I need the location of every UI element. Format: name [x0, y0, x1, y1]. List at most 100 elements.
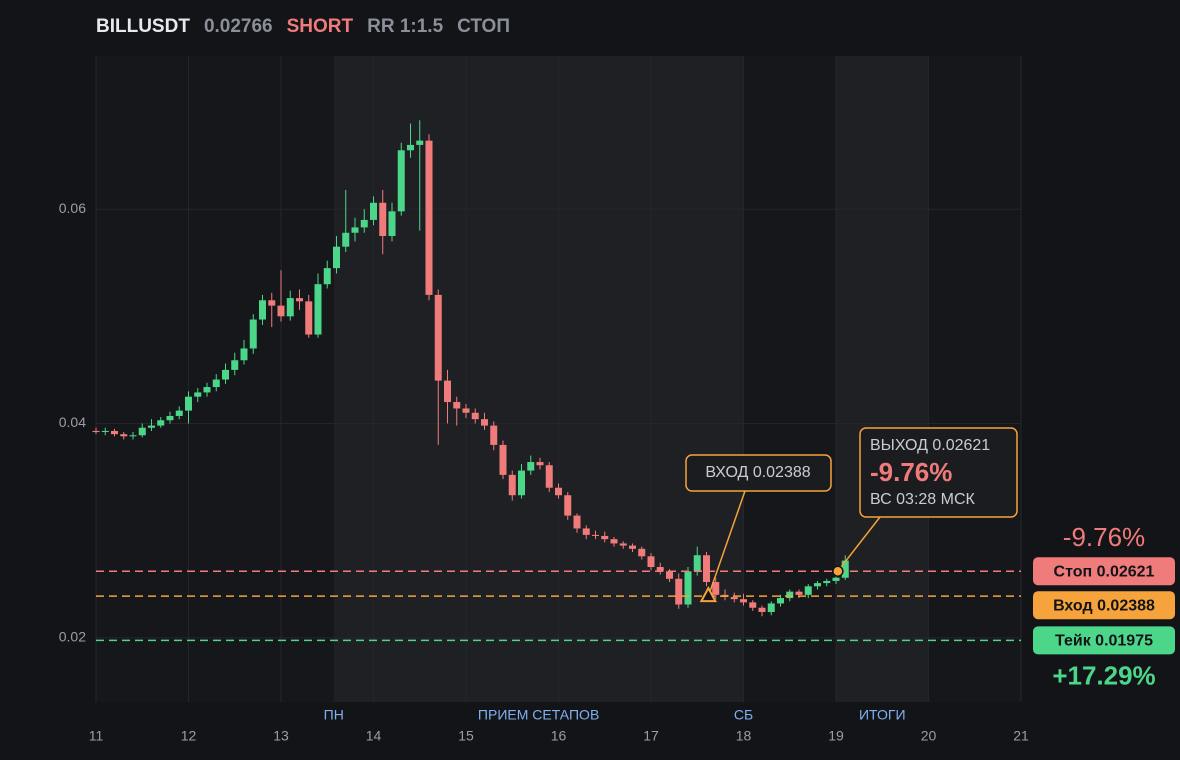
candle-body [582, 528, 590, 535]
candle-body [573, 515, 581, 529]
candle-body [804, 586, 812, 595]
candle-body [545, 465, 553, 488]
candle-body [416, 140, 424, 145]
x-tick-label: 12 [181, 728, 197, 744]
candle-body [111, 430, 118, 435]
candle-body [675, 578, 683, 605]
candle-body [101, 430, 109, 433]
x-tick-label: 15 [458, 728, 474, 744]
candle-body [536, 462, 544, 466]
candle-body [305, 301, 313, 335]
exit-callout-label: ВЫХОД 0.02621 [870, 437, 990, 454]
candle-body [619, 543, 627, 546]
exit-result: -9.76% [870, 457, 952, 487]
session-band [836, 56, 929, 702]
candle-body [777, 598, 784, 604]
level-badge-label: Тейк 0.01975 [1055, 633, 1153, 650]
session-label: ПН [324, 707, 344, 723]
candle-body [212, 379, 220, 388]
candle-body [434, 294, 442, 381]
symbol: BILLUSDT [96, 16, 190, 37]
x-tick-label: 14 [366, 728, 382, 744]
candle-body [508, 474, 516, 496]
exit-callout [859, 427, 1018, 518]
candle-body [666, 571, 673, 579]
x-tick-label: 18 [736, 728, 752, 744]
candle-body [453, 402, 461, 409]
exit-time: ВС 03:28 МСК [870, 491, 976, 508]
candle-body [194, 392, 202, 397]
level-badge-label: Вход 0.02388 [1053, 597, 1155, 614]
candle-body [749, 602, 757, 608]
entry-callout-label: ВХОД 0.02388 [705, 464, 810, 481]
candle-body [129, 435, 137, 437]
candle-body [286, 298, 294, 317]
x-tick-label: 21 [1013, 728, 1029, 744]
risk-reward: RR 1:1.5 [367, 16, 444, 37]
candle-body [740, 599, 747, 603]
candle-body [397, 150, 405, 212]
entry-callout [685, 454, 832, 492]
level-badge [1033, 557, 1175, 586]
candle-body [832, 577, 840, 581]
candle-body [481, 419, 488, 426]
session-band [333, 56, 744, 702]
candle-body [148, 425, 155, 428]
candle-body [730, 597, 738, 600]
candle-body [175, 410, 183, 416]
candle-body [656, 567, 664, 572]
candle-body [203, 387, 211, 393]
session-label: ПРИЕМ СЕТАПОВ [478, 707, 599, 723]
candle-body [249, 319, 257, 349]
candle-body [499, 444, 507, 475]
candle-body [277, 305, 285, 317]
candle-body [370, 202, 377, 220]
candle-body [629, 545, 636, 549]
candle-body [555, 487, 562, 496]
header: BILLUSDT 0.02766 SHORT RR 1:1.5 СТОП [96, 16, 510, 38]
candle-body [222, 369, 229, 380]
candle-body [703, 555, 710, 583]
candle-body [527, 462, 535, 471]
candle-body [92, 430, 100, 433]
candle-body [786, 591, 794, 599]
candle-body [610, 539, 618, 544]
candle-body [240, 348, 248, 361]
status: СТОП [457, 16, 510, 37]
x-tick-label: 13 [273, 728, 289, 744]
y-tick-label: 0.04 [59, 414, 86, 430]
entry-marker [699, 586, 718, 603]
candle-body [823, 580, 831, 584]
candle-body [814, 583, 821, 587]
callout-line [837, 516, 881, 572]
candle-body [518, 470, 525, 496]
candle-body [601, 535, 609, 540]
candle-body [157, 420, 165, 426]
candle-body [462, 408, 470, 413]
candle-body [684, 571, 692, 605]
candle-body [314, 284, 322, 335]
candle-body [693, 555, 701, 572]
candle-body [471, 412, 479, 420]
x-tick-label: 19 [828, 728, 844, 744]
candle-body [407, 144, 414, 151]
candle-body [268, 300, 276, 306]
candle-body [388, 211, 396, 236]
candle-body [767, 603, 775, 613]
candle-body [712, 582, 720, 595]
x-tick-label: 20 [921, 728, 937, 744]
candle-body [185, 396, 192, 411]
candle-body [758, 607, 766, 613]
stop-result: -9.76% [1063, 522, 1145, 552]
candle-body [425, 140, 433, 295]
candle-body [259, 300, 266, 320]
candle-body [564, 495, 572, 516]
candle-body [231, 360, 239, 370]
candle-body [360, 219, 368, 228]
candle-body [120, 434, 128, 437]
candle-body [351, 227, 359, 233]
candle-body [444, 380, 451, 403]
x-tick-label: 16 [551, 728, 567, 744]
session-label: ИТОГИ [859, 707, 906, 723]
